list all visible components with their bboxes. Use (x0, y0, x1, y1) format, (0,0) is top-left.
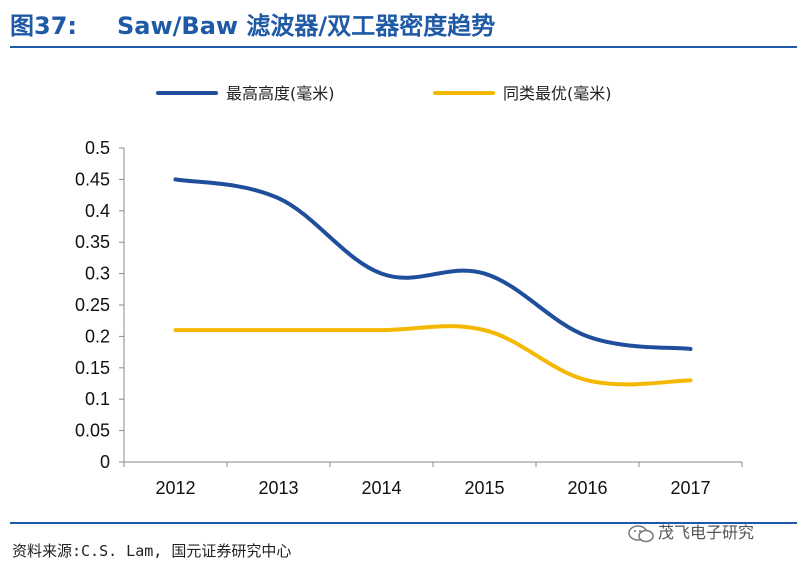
legend: 最高高度(毫米) 同类最优(毫米) (156, 84, 612, 103)
y-tick-label: 0.2 (85, 326, 110, 346)
figure-title: 图37: Saw/Baw 滤波器/双工器密度趋势 (10, 6, 495, 41)
y-tick-label: 0.35 (75, 232, 110, 252)
y-tick-label: 0.1 (85, 389, 110, 409)
y-tick-label: 0.05 (75, 421, 110, 441)
series-group (173, 177, 693, 387)
series-line-1 (173, 177, 693, 351)
source-divider (10, 522, 797, 524)
watermark-text: 茂飞电子研究 (658, 523, 755, 542)
y-tick-label: 0.45 (75, 169, 110, 189)
axes: 0 0.05 0.1 0.15 0.2 0.25 0.3 0.35 0.4 0.45 0.5 2012… (75, 138, 743, 498)
title-divider (10, 46, 797, 48)
y-tick-label: 0 (100, 452, 110, 472)
y-tick-label: 0.5 (85, 138, 110, 158)
y-tick-label: 0.3 (85, 264, 110, 284)
legend-label-1: 最高高度(毫米) (226, 84, 335, 103)
legend-label-2: 同类最优(毫米) (503, 84, 612, 103)
y-tick-label: 0.4 (85, 201, 110, 221)
x-tick-label: 2013 (258, 478, 298, 498)
source-note: 资料来源:C.S. Lam, 国元证券研究中心 (12, 542, 292, 560)
watermark: 茂飞电子研究 (628, 519, 754, 543)
wechat-icon (628, 524, 654, 542)
series-line-2 (173, 324, 693, 387)
y-tick-label: 0.25 (75, 295, 110, 315)
x-tick-label: 2015 (464, 478, 504, 498)
figure-number: 图37: (10, 12, 77, 40)
figure-title-text: Saw/Baw 滤波器/双工器密度趋势 (117, 12, 496, 40)
x-tick-label: 2014 (361, 478, 401, 498)
x-tick-label: 2017 (670, 478, 710, 498)
x-tick-label: 2012 (155, 478, 195, 498)
y-tick-label: 0.15 (75, 358, 110, 378)
x-tick-label: 2016 (567, 478, 607, 498)
